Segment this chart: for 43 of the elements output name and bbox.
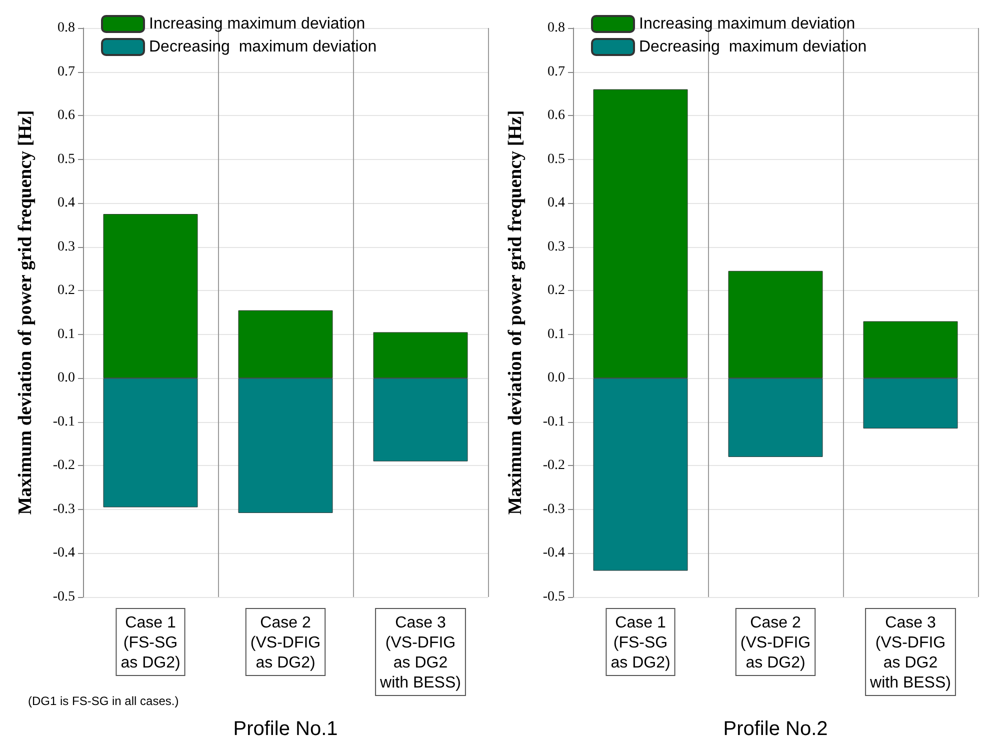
y-axis-title: Maximum deviation of power grid frequency [Hz] [15,110,36,515]
x-tick-label: Case 3 (VS-DFIG as DG2 with BESS) [379,614,461,692]
x-tick-label: Case 2 (VS-DFIG as DG2) [250,614,321,672]
y-tick-label: 0.1 [548,326,565,342]
y-tick-label: 0.7 [548,64,565,80]
y-tick-label: 0.5 [548,152,565,167]
y-tick-label: 0.6 [548,108,565,124]
y-tick-label: 0.3 [58,239,75,254]
y-tick-label: 0.2 [58,283,75,298]
legend-label: Increasing maximum deviation [639,16,856,32]
text: (DG1 is FS-SG in all cases.) [28,694,179,708]
y-tick-label: 0.8 [58,20,75,36]
y-tick-label: 0.5 [58,152,75,167]
y-tick-label: 0.1 [58,326,75,342]
y-tick-label: 0.4 [58,196,75,211]
y-axis-title: Maximum deviation of power grid frequency [Hz] [505,110,526,515]
y-tick-label: 0.4 [548,196,565,211]
y-tick-label: 0.0 [58,370,75,386]
y-tick-label: -0.4 [542,546,565,561]
legend-label: Increasing maximum deviation [149,16,366,32]
x-tick-label: Case 1 (FS-SG as DG2) [120,614,180,672]
x-tick-label: Case 2 (VS-DFIG as DG2) [740,614,811,672]
y-tick-label: -0.2 [52,458,75,474]
x-tick-label: Case 1 (FS-SG as DG2) [610,614,670,672]
y-tick-label: 0.0 [548,370,565,386]
x-tick-label: Case 3 (VS-DFIG as DG2 with BESS) [869,614,951,692]
legend-label: Decreasing maximum deviation [149,38,377,56]
y-tick-label: -0.4 [52,546,75,561]
y-tick-label: -0.1 [52,414,75,430]
y-tick-label: -0.3 [542,502,565,517]
x-axis-title: Profile No.1 [233,718,338,740]
y-tick-label: -0.2 [542,458,565,474]
y-tick-label: 0.7 [58,64,75,80]
y-tick-label: -0.5 [52,590,75,604]
y-tick-label: -0.1 [542,414,565,430]
y-tick-label: 0.3 [548,239,565,254]
x-axis-title: Profile No.2 [723,718,828,740]
legend-label: Decreasing maximum deviation [639,38,867,56]
y-tick-label: -0.3 [52,502,75,517]
y-tick-label: 0.8 [548,20,565,36]
y-tick-label: -0.5 [542,590,565,604]
y-tick-label: 0.6 [58,108,75,124]
y-tick-label: 0.2 [548,283,565,298]
